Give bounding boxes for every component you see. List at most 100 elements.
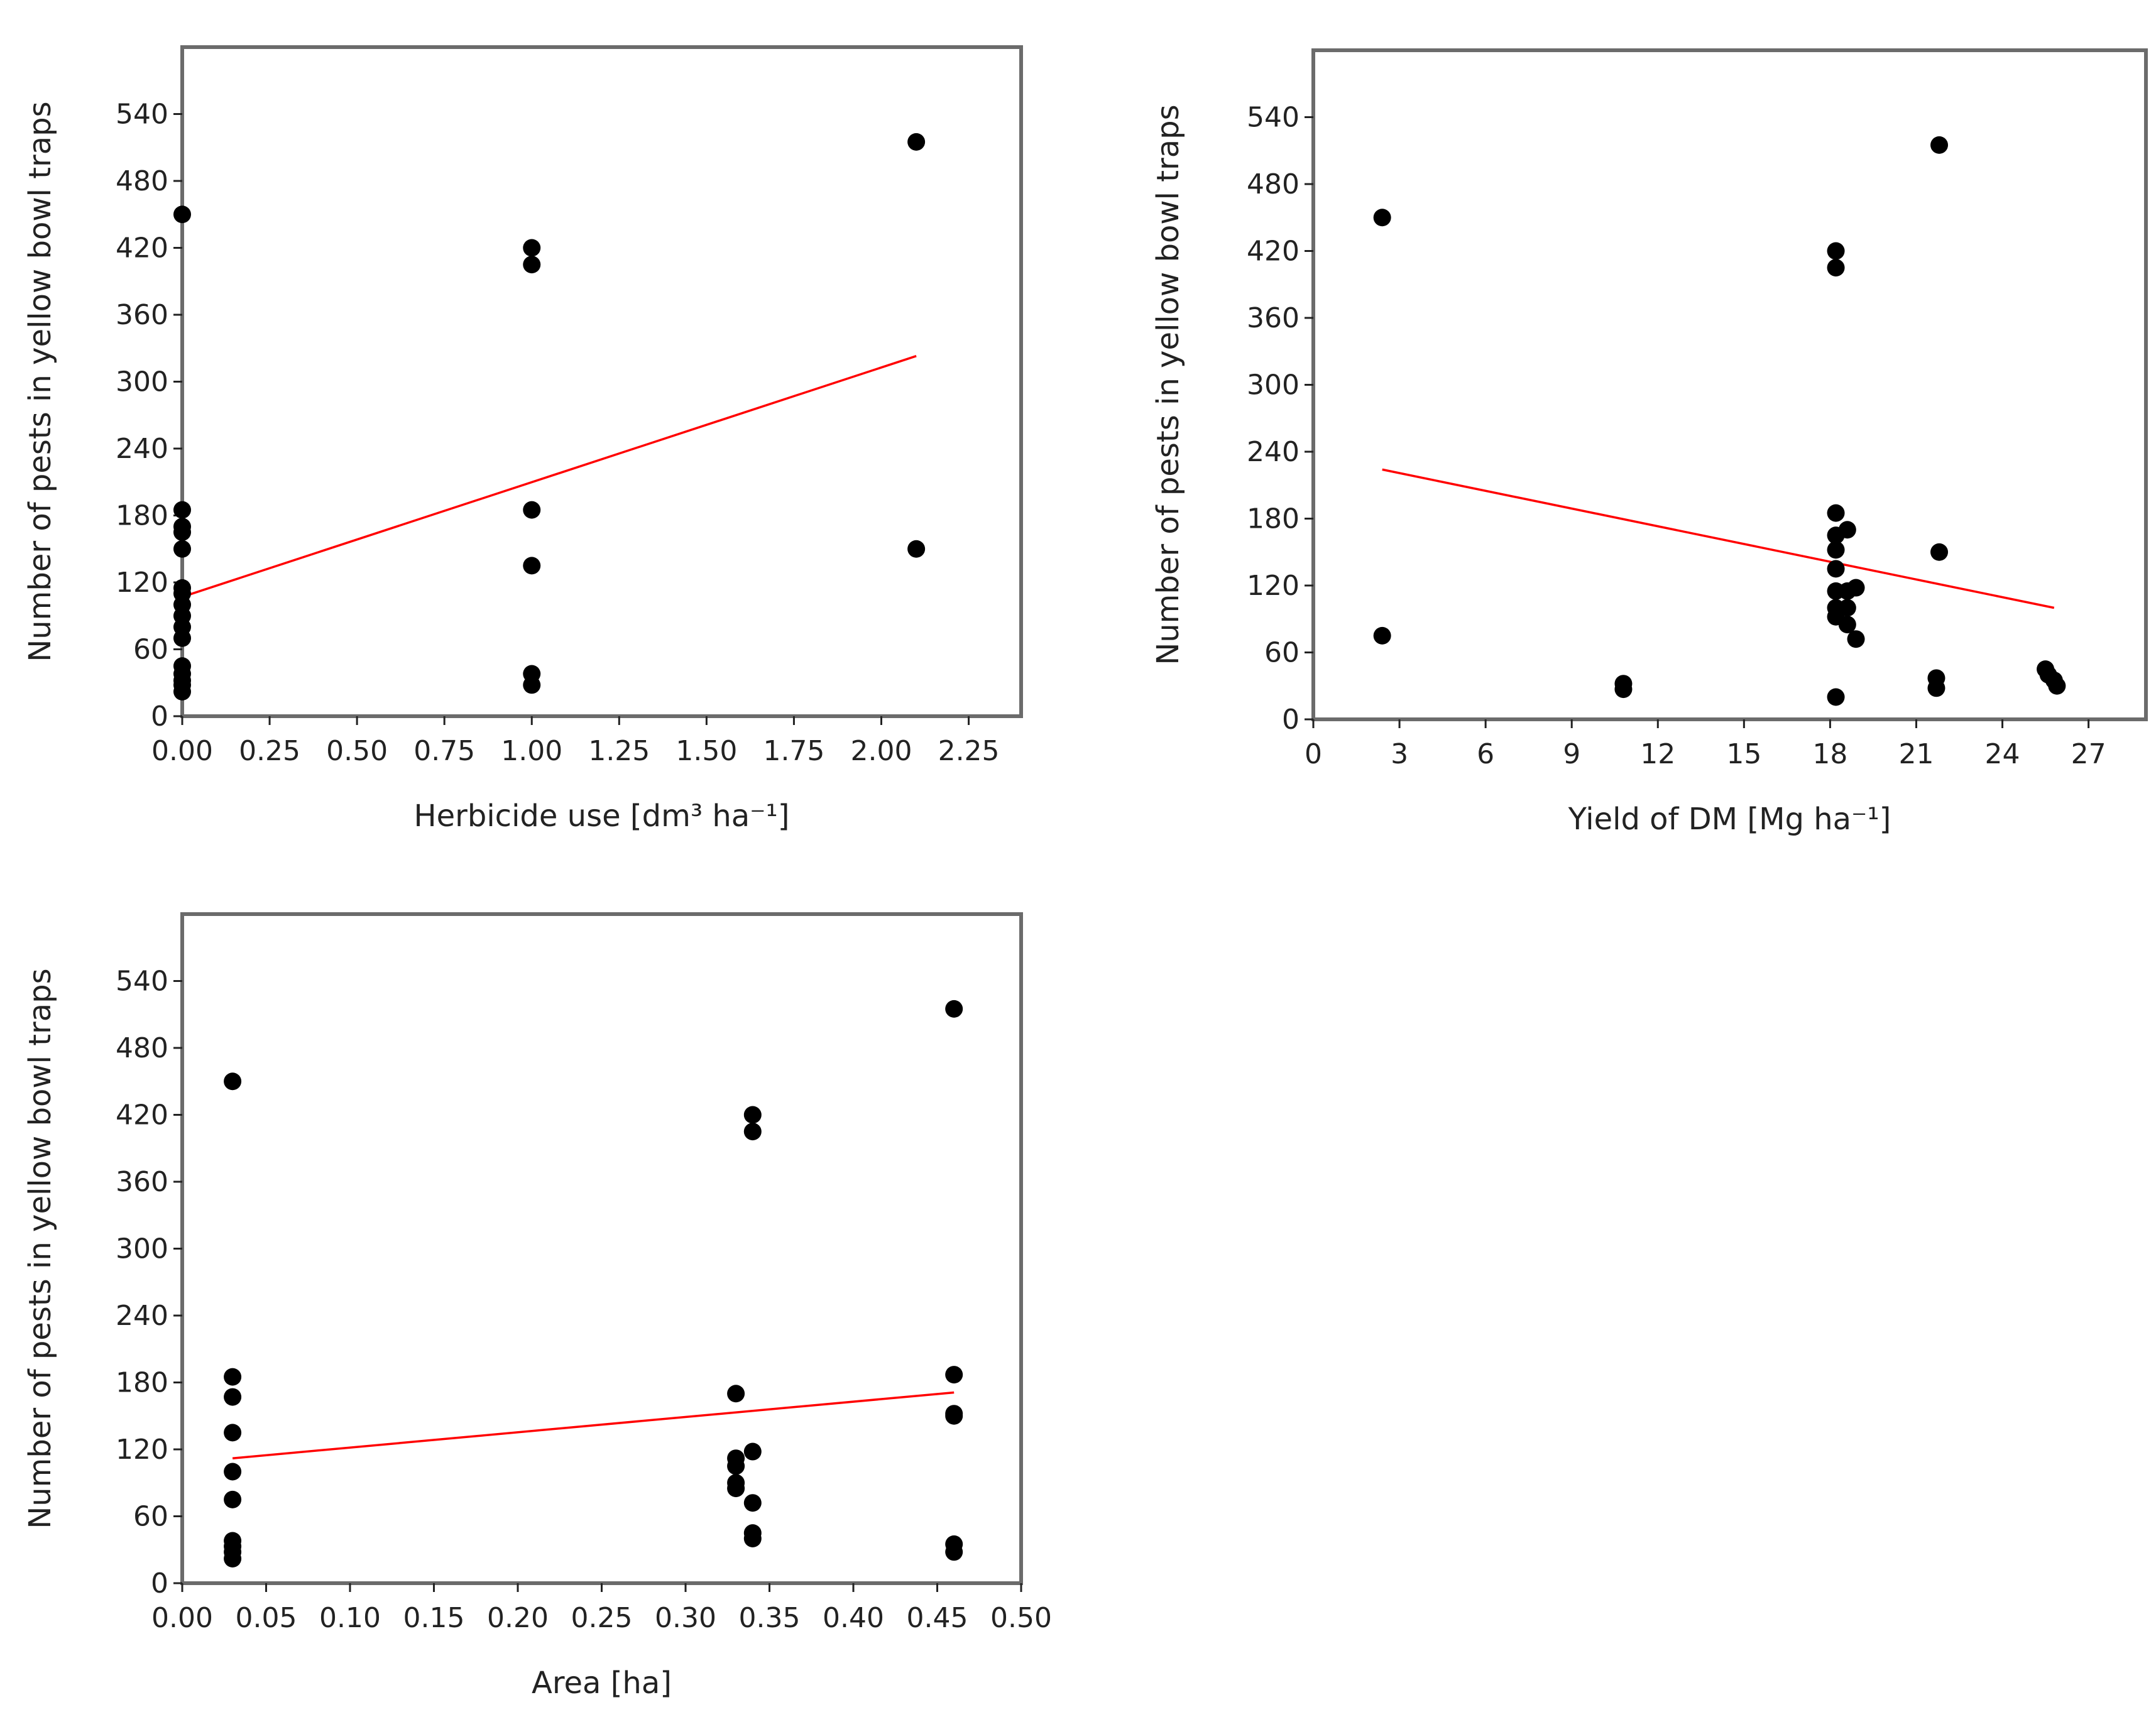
data-point: [224, 1388, 242, 1406]
data-point: [224, 1072, 242, 1091]
x-tick-label: 12: [1640, 738, 1675, 770]
data-point: [1838, 616, 1856, 634]
regression-line: [232, 1391, 955, 1459]
data-point: [173, 205, 191, 224]
x-tick-label: 0.40: [823, 1602, 884, 1634]
data-point: [523, 676, 541, 694]
y-tick-label: 120: [116, 567, 168, 599]
data-point: [173, 682, 191, 700]
x-tick-label: 3: [1391, 738, 1408, 770]
data-point: [1827, 541, 1845, 559]
data-point: [523, 239, 541, 257]
y-tick-label: 180: [116, 1367, 168, 1399]
data-point: [173, 501, 191, 519]
y-tick-label: 480: [1247, 168, 1300, 200]
data-point: [523, 557, 541, 575]
x-tick-label: 0.15: [403, 1602, 465, 1634]
data-point: [523, 501, 541, 519]
y-axis-title: Number of pests in yellow bowl traps: [23, 968, 58, 1529]
x-tick-label: 1.50: [676, 735, 737, 767]
data-point: [743, 1106, 762, 1124]
data-point: [727, 1385, 745, 1403]
y-tick-label: 240: [1247, 436, 1300, 468]
y-tick-label: 480: [116, 1032, 168, 1064]
chart-1: 0 60 120 180 240 300 360 420 480 540 0.00 0.25 0.50 0…: [23, 45, 1023, 834]
y-tick-label: 540: [116, 99, 168, 131]
x-tick-label: 0.75: [413, 735, 475, 767]
x-tick-label: 0.00: [151, 735, 213, 767]
y-tick-label: 420: [1247, 236, 1300, 268]
data-point: [224, 1463, 242, 1481]
y-tick-label: 240: [116, 1300, 168, 1332]
x-tick-label: 2.25: [938, 735, 1000, 767]
data-point: [1827, 688, 1845, 706]
y-tick-label: 0: [151, 700, 168, 733]
x-tick-label: 0.50: [990, 1602, 1052, 1634]
data-point: [523, 256, 541, 274]
x-tick-label: 0.35: [739, 1602, 801, 1634]
data-point: [945, 1543, 963, 1561]
data-point: [1930, 543, 1949, 561]
data-point: [743, 1530, 762, 1547]
y-tick-label: 360: [1247, 302, 1300, 334]
data-point: [1838, 521, 1856, 539]
x-tick-label: 2.00: [851, 735, 912, 767]
y-tick-label: 120: [116, 1434, 168, 1466]
data-point: [173, 523, 191, 542]
data-point: [1930, 136, 1949, 154]
y-tick-label: 120: [1247, 570, 1300, 602]
plot-frame: [180, 45, 1023, 718]
data-point: [907, 133, 926, 151]
data-point: [1827, 259, 1845, 277]
x-tick-label: 1.25: [588, 735, 650, 767]
chart-2: 0 60 120 180 240 300 360 420 480 540 0 3 6 9 12 15 18 21 2…: [1151, 48, 2148, 837]
y-tick-label: 0: [1282, 704, 1300, 736]
x-tick-label: 0.25: [239, 735, 300, 767]
data-point: [173, 540, 191, 558]
y-tick-label: 300: [116, 366, 168, 398]
x-tick-label: 6: [1477, 738, 1494, 770]
x-tick-label: 9: [1563, 738, 1580, 770]
x-tick-label: 0: [1305, 738, 1322, 770]
data-point: [1847, 579, 1865, 597]
y-tick-label: 540: [116, 966, 168, 998]
data-point: [1614, 680, 1633, 699]
x-tick-label: 1.75: [763, 735, 824, 767]
data-point: [224, 1490, 242, 1508]
y-tick-label: 60: [133, 634, 168, 666]
data-point: [907, 540, 926, 558]
x-tick-label: 0.30: [655, 1602, 716, 1634]
x-tick-label: 0.45: [907, 1602, 968, 1634]
regression-line: [182, 355, 917, 598]
data-point: [743, 1494, 762, 1512]
regression-line: [1382, 468, 2055, 609]
y-axis-title: Number of pests in yellow bowl traps: [23, 101, 58, 662]
data-point: [1373, 626, 1391, 645]
x-tick-label: 1.00: [501, 735, 562, 767]
x-tick-label: 0.25: [571, 1602, 633, 1634]
x-tick-label: 0.10: [319, 1602, 381, 1634]
x-tick-label: 27: [2071, 738, 2106, 770]
data-point: [945, 1366, 963, 1384]
y-tick-label: 60: [133, 1501, 168, 1533]
data-point: [727, 1457, 745, 1475]
data-point: [1827, 242, 1845, 260]
x-tick-label: 0.20: [487, 1602, 549, 1634]
y-tick-label: 360: [116, 1166, 168, 1198]
y-tick-label: 180: [1247, 503, 1300, 535]
data-point: [945, 1407, 963, 1425]
data-point: [2048, 677, 2066, 695]
y-tick-label: 300: [1247, 369, 1300, 401]
y-tick-label: 480: [116, 165, 168, 197]
data-point: [224, 1549, 242, 1567]
x-tick-label: 18: [1812, 738, 1847, 770]
data-point: [1838, 599, 1856, 617]
data-point: [743, 1123, 762, 1141]
y-tick-label: 300: [116, 1233, 168, 1265]
data-point: [727, 1480, 745, 1498]
data-point: [224, 1424, 242, 1442]
x-tick-label: 0.05: [236, 1602, 297, 1634]
plot-frame: [180, 912, 1023, 1585]
data-point: [1827, 504, 1845, 522]
